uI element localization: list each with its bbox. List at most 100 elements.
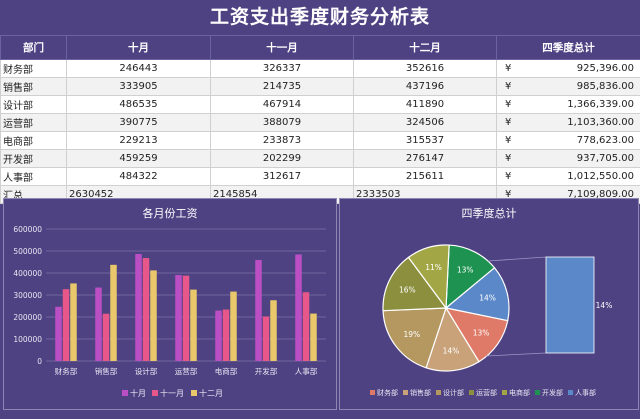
x-tick-label: 电商部 — [215, 366, 238, 376]
x-tick-label: 设计部 — [135, 366, 158, 376]
cell-dept[interactable]: 电商部 — [0, 131, 67, 150]
bar-十月 — [95, 287, 102, 361]
cell-nov[interactable]: 467914 — [210, 95, 354, 114]
cell-dec[interactable]: 411890 — [353, 95, 497, 114]
total-value: 778,623.00 — [576, 135, 634, 146]
bar-十一月 — [102, 313, 110, 361]
cell-nov[interactable]: 388079 — [210, 113, 354, 132]
bar-十二月 — [70, 283, 77, 361]
table-row: 人事部 484322 312617 215611 ¥1,012,550.00 — [0, 167, 640, 186]
bar-十月 — [55, 306, 62, 361]
y-tick-label: 200000 — [13, 313, 42, 322]
bar-chart-panel[interactable]: 各月份工资 0 100000 200000 300000 400000 500000 600… — [3, 198, 337, 410]
pie-slice-人事部 — [444, 266, 510, 322]
cell-total[interactable]: ¥1,012,550.00 — [496, 167, 640, 186]
currency-symbol: ¥ — [505, 99, 512, 110]
cell-dec[interactable]: 215611 — [353, 167, 497, 186]
legend-label: 十月 — [130, 388, 146, 398]
cell-total[interactable]: ¥1,366,339.00 — [496, 95, 640, 114]
cell-dept[interactable]: 财务部 — [0, 59, 67, 78]
cell-dec[interactable]: 276147 — [353, 149, 497, 168]
total-value: 985,836.00 — [576, 81, 634, 92]
pie-data-label: 14% — [479, 294, 496, 303]
legend-label: 电商部 — [509, 388, 530, 397]
total-value: 1,366,339.00 — [567, 99, 634, 110]
cell-dept[interactable]: 开发部 — [0, 149, 67, 168]
legend-label: 销售部 — [410, 388, 431, 397]
pie-chart: 13% 14% 13% 14% 19% 16% 11% 14% 财务部 销售部 设计部 运营部 电商部 开… — [370, 244, 613, 397]
cell-total[interactable]: ¥1,103,360.00 — [496, 113, 640, 132]
cell-oct[interactable]: 459259 — [66, 149, 211, 168]
cell-dec[interactable]: 315537 — [353, 131, 497, 150]
bar-十二月 — [190, 289, 197, 361]
total-value: 1,012,550.00 — [567, 171, 634, 182]
legend-label: 设计部 — [443, 388, 464, 397]
table-row: 财务部 246443 326337 352616 ¥925,396.00 — [0, 59, 640, 78]
cell-dec[interactable]: 352616 — [353, 59, 497, 78]
cell-oct[interactable]: 246443 — [66, 59, 211, 78]
legend-swatch — [122, 390, 128, 396]
cell-total[interactable]: ¥937,705.00 — [496, 149, 640, 168]
y-tick-label: 0 — [37, 357, 42, 366]
pie-data-label: 13% — [473, 329, 490, 338]
pie-slice-电商部 — [407, 244, 450, 310]
cell-nov[interactable]: 312617 — [210, 167, 354, 186]
currency-symbol: ¥ — [505, 171, 512, 182]
cell-total[interactable]: ¥985,836.00 — [496, 77, 640, 96]
bar-十月 — [295, 254, 302, 361]
pie-data-label: 16% — [399, 286, 416, 295]
cell-dept[interactable]: 销售部 — [0, 77, 67, 96]
bar-十月 — [215, 310, 222, 361]
legend-swatch — [191, 390, 197, 396]
pie-chart-title: 四季度总计 — [461, 207, 517, 220]
cell-nov[interactable]: 326337 — [210, 59, 354, 78]
pie-slice-运营部 — [382, 256, 448, 312]
cell-dept[interactable]: 人事部 — [0, 167, 67, 186]
legend-label: 人事部 — [575, 388, 596, 397]
table-header-row: 部门 十月 十一月 十二月 四季度总计 — [0, 35, 640, 60]
header-nov[interactable]: 十一月 — [210, 35, 354, 60]
x-tick-label: 开发部 — [255, 366, 278, 376]
header-dec[interactable]: 十二月 — [353, 35, 497, 60]
cell-total[interactable]: ¥778,623.00 — [496, 131, 640, 150]
header-oct[interactable]: 十月 — [66, 35, 211, 60]
header-total[interactable]: 四季度总计 — [496, 35, 640, 60]
currency-symbol: ¥ — [505, 81, 512, 92]
bar-十二月 — [230, 291, 237, 361]
cell-oct[interactable]: 486535 — [66, 95, 211, 114]
total-value: 925,396.00 — [576, 63, 634, 74]
bar-十二月 — [150, 270, 157, 361]
bar-chart-title: 各月份工资 — [142, 207, 198, 220]
table-row: 运营部 390775 388079 324506 ¥1,103,360.00 — [0, 113, 640, 132]
cell-nov[interactable]: 233873 — [210, 131, 354, 150]
header-dept[interactable]: 部门 — [0, 35, 67, 60]
pie-chart-panel[interactable]: 四季度总计 13% 14% 13% 14% 19% 16% 11% 14% 财务部 销售部 设计部 运… — [339, 198, 639, 410]
cell-dec[interactable]: 324506 — [353, 113, 497, 132]
cell-total[interactable]: ¥925,396.00 — [496, 59, 640, 78]
secondary-bar — [545, 256, 595, 354]
secondary-bar-label: 14% — [596, 301, 613, 310]
cell-dept[interactable]: 运营部 — [0, 113, 67, 132]
x-tick-label: 财务部 — [55, 366, 78, 376]
currency-symbol: ¥ — [505, 117, 512, 128]
cell-dec[interactable]: 437196 — [353, 77, 497, 96]
currency-symbol: ¥ — [505, 153, 512, 164]
pie-slice-销售部 — [425, 306, 480, 372]
legend-label: 十一月 — [160, 388, 184, 398]
cell-dept[interactable]: 设计部 — [0, 95, 67, 114]
cell-oct[interactable]: 390775 — [66, 113, 211, 132]
pie-data-label: 11% — [425, 263, 442, 272]
cell-nov[interactable]: 214735 — [210, 77, 354, 96]
legend-swatch — [502, 390, 507, 395]
legend-label: 财务部 — [377, 388, 398, 397]
y-tick-label: 600000 — [13, 225, 42, 234]
cell-oct[interactable]: 484322 — [66, 167, 211, 186]
cell-oct[interactable]: 229213 — [66, 131, 211, 150]
cell-oct[interactable]: 333905 — [66, 77, 211, 96]
cell-nov[interactable]: 202299 — [210, 149, 354, 168]
table-row: 设计部 486535 467914 411890 ¥1,366,339.00 — [0, 95, 640, 114]
table-row: 销售部 333905 214735 437196 ¥985,836.00 — [0, 77, 640, 96]
total-value: 937,705.00 — [576, 153, 634, 164]
legend-swatch — [403, 390, 408, 395]
bar-十月 — [255, 259, 262, 361]
